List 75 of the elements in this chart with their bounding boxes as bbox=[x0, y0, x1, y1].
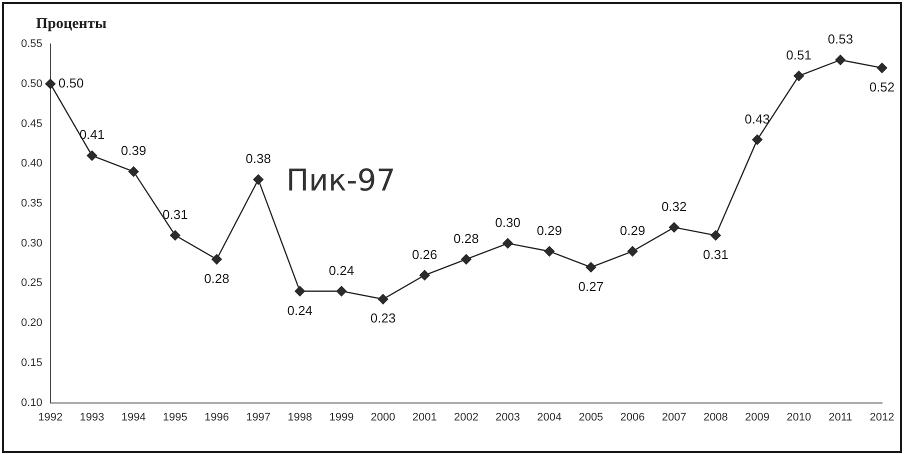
y-tick-label: 0.30 bbox=[20, 237, 42, 250]
data-label: 0.41 bbox=[79, 127, 105, 142]
point bbox=[627, 246, 638, 256]
data-label: 0.38 bbox=[246, 151, 271, 166]
point bbox=[876, 62, 888, 74]
point bbox=[253, 174, 264, 185]
point bbox=[586, 262, 596, 272]
y-tick-label: 0.50 bbox=[20, 78, 42, 90]
data-label: 0.24 bbox=[328, 262, 354, 278]
y-tick-label: 0.20 bbox=[20, 317, 42, 330]
point bbox=[544, 246, 555, 256]
x-tick-label: 2003 bbox=[496, 411, 520, 424]
point bbox=[461, 254, 472, 264]
point bbox=[45, 78, 56, 90]
data-label: 0.27 bbox=[578, 278, 604, 294]
data-label: 0.28 bbox=[204, 270, 230, 286]
x-tick-label: 1999 bbox=[329, 411, 354, 424]
x-tick-label: 2005 bbox=[578, 411, 604, 424]
data-label: 0.24 bbox=[287, 302, 313, 318]
point bbox=[212, 254, 222, 264]
point bbox=[710, 230, 721, 241]
x-tick-label: 2002 bbox=[454, 411, 478, 424]
point bbox=[419, 270, 430, 280]
y-tick-label: 0.10 bbox=[20, 396, 42, 409]
point bbox=[835, 54, 846, 66]
x-tick-label: 2011 bbox=[828, 411, 852, 424]
x-tick-label: 2004 bbox=[537, 411, 562, 424]
x-tick-label: 1994 bbox=[121, 411, 146, 424]
x-tick-label: 2010 bbox=[786, 411, 812, 424]
point bbox=[336, 286, 347, 296]
point bbox=[502, 238, 513, 248]
point bbox=[170, 230, 180, 241]
data-label: 0.31 bbox=[703, 246, 728, 262]
y-tick-label: 0.25 bbox=[20, 277, 42, 290]
y-tick-label: 0.35 bbox=[20, 198, 42, 210]
point bbox=[86, 150, 98, 161]
annotation: Пик-97 bbox=[286, 163, 396, 198]
x-tick-label: 1993 bbox=[80, 411, 104, 424]
data-label: 0.31 bbox=[162, 206, 188, 222]
data-label: 0.51 bbox=[786, 47, 812, 62]
x-tick-label: 2001 bbox=[412, 411, 437, 424]
x-tick-label: 1995 bbox=[162, 411, 188, 424]
x-tick-label: 2007 bbox=[662, 411, 686, 424]
y-tick-label: 0.45 bbox=[20, 118, 42, 130]
data-label: 0.28 bbox=[454, 230, 479, 246]
point bbox=[668, 222, 680, 233]
x-tick-label: 1992 bbox=[38, 411, 63, 424]
x-tick-label: 2000 bbox=[370, 411, 396, 424]
data-label: 0.30 bbox=[495, 214, 520, 230]
x-tick-label: 1998 bbox=[288, 411, 312, 424]
data-label: 0.23 bbox=[370, 310, 396, 326]
point bbox=[752, 134, 762, 145]
chart-title: Проценты bbox=[36, 16, 107, 33]
data-label: 0.26 bbox=[412, 246, 438, 262]
data-label: 0.53 bbox=[828, 32, 854, 47]
x-tick-label: 2009 bbox=[745, 411, 770, 424]
data-label: 0.29 bbox=[620, 222, 646, 238]
point bbox=[128, 166, 139, 177]
x-tick-label: 1997 bbox=[246, 411, 271, 424]
data-label: 0.50 bbox=[58, 75, 84, 90]
y-tick-label: 0.55 bbox=[20, 38, 42, 50]
y-tick-label: 0.15 bbox=[20, 356, 42, 369]
data-label: 0.29 bbox=[536, 222, 562, 238]
point bbox=[378, 294, 388, 304]
x-tick-label: 2008 bbox=[703, 411, 728, 424]
point bbox=[794, 70, 804, 82]
x-tick-label: 1996 bbox=[204, 411, 229, 424]
data-label: 0.43 bbox=[744, 111, 770, 126]
x-tick-label: 2012 bbox=[870, 411, 894, 424]
data-label: 0.32 bbox=[661, 198, 687, 214]
y-tick-label: 0.40 bbox=[20, 158, 42, 170]
data-label: 0.39 bbox=[120, 143, 146, 158]
x-tick-label: 2006 bbox=[620, 411, 645, 424]
data-label: 0.52 bbox=[869, 80, 895, 94]
point bbox=[294, 286, 306, 296]
